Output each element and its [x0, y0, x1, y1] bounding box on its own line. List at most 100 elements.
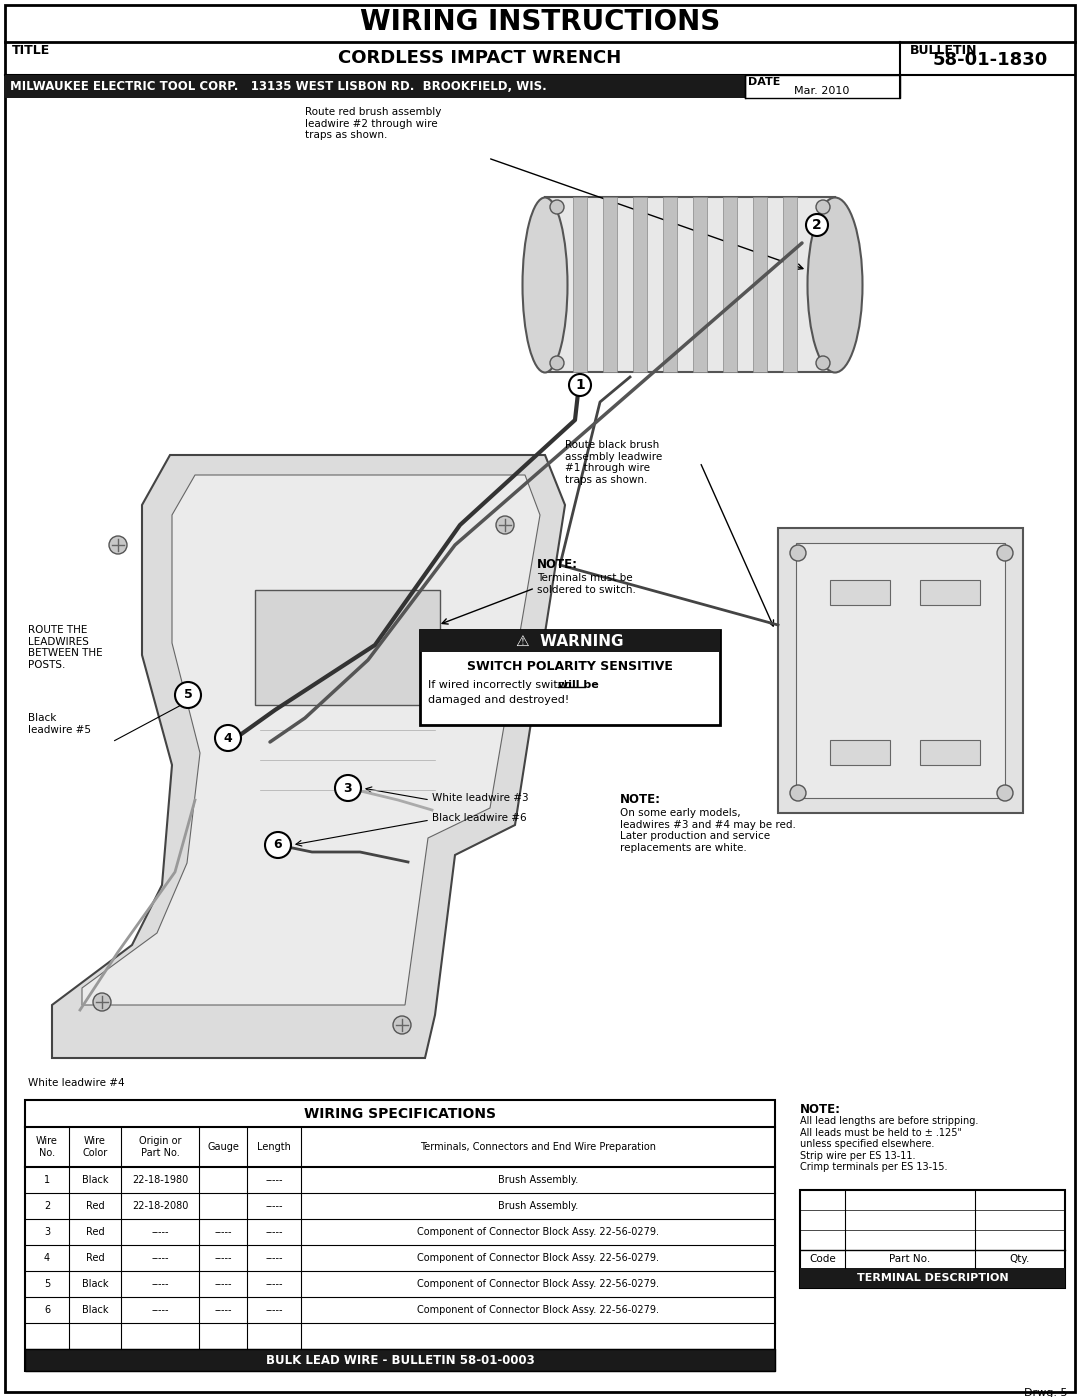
- Ellipse shape: [808, 197, 863, 373]
- Text: Black
leadwire #5: Black leadwire #5: [28, 712, 91, 735]
- Text: -----: -----: [151, 1280, 168, 1289]
- Text: Part No.: Part No.: [889, 1255, 931, 1264]
- Bar: [800, 1268, 1065, 1288]
- Text: Black: Black: [82, 1305, 108, 1315]
- Text: 1: 1: [576, 379, 585, 393]
- Circle shape: [265, 833, 291, 858]
- Text: Route red brush assembly
leadwire #2 through wire
traps as shown.: Route red brush assembly leadwire #2 thr…: [305, 108, 442, 140]
- Text: Origin or
Part No.: Origin or Part No.: [138, 1136, 181, 1158]
- Text: Gauge: Gauge: [207, 1141, 239, 1153]
- Text: Route black brush
assembly leadwire
#1 through wire
traps as shown.: Route black brush assembly leadwire #1 t…: [565, 440, 662, 485]
- Circle shape: [550, 200, 564, 214]
- Bar: [25, 1350, 775, 1370]
- Text: Component of Connector Block Assy. 22-56-0279.: Component of Connector Block Assy. 22-56…: [417, 1305, 659, 1315]
- Bar: [693, 197, 707, 372]
- Text: -----: -----: [214, 1227, 232, 1236]
- Text: Component of Connector Block Assy. 22-56-0279.: Component of Connector Block Assy. 22-56…: [417, 1280, 659, 1289]
- Circle shape: [215, 725, 241, 752]
- Bar: [920, 740, 980, 766]
- Text: Length: Length: [257, 1141, 291, 1153]
- Text: Brush Assembly.: Brush Assembly.: [498, 1175, 578, 1185]
- Bar: [831, 580, 890, 605]
- Text: Terminals, Connectors and End Wire Preparation: Terminals, Connectors and End Wire Prepa…: [420, 1141, 656, 1153]
- Circle shape: [335, 775, 361, 800]
- Text: Component of Connector Block Assy. 22-56-0279.: Component of Connector Block Assy. 22-56…: [417, 1227, 659, 1236]
- Text: On some early models,
leadwires #3 and #4 may be red.
Later production and servi: On some early models, leadwires #3 and #…: [620, 807, 796, 852]
- Text: -----: -----: [214, 1253, 232, 1263]
- Text: 22-18-1980: 22-18-1980: [132, 1175, 188, 1185]
- Bar: [783, 197, 797, 372]
- Bar: [603, 197, 617, 372]
- Text: damaged and destroyed!: damaged and destroyed!: [428, 694, 569, 705]
- Text: Black: Black: [82, 1175, 108, 1185]
- Text: 1: 1: [44, 1175, 50, 1185]
- Bar: [420, 630, 720, 652]
- Text: Terminals must be
soldered to switch.: Terminals must be soldered to switch.: [537, 573, 636, 595]
- Text: will be: will be: [558, 680, 598, 690]
- Text: If wired incorrectly switch: If wired incorrectly switch: [428, 680, 575, 690]
- Circle shape: [175, 682, 201, 708]
- Bar: [753, 197, 767, 372]
- Text: Mar. 2010: Mar. 2010: [794, 87, 850, 96]
- Text: Code: Code: [809, 1255, 836, 1264]
- Circle shape: [569, 374, 591, 395]
- Bar: [573, 197, 588, 372]
- Bar: [255, 590, 440, 705]
- Circle shape: [997, 785, 1013, 800]
- Text: NOTE:: NOTE:: [800, 1104, 841, 1116]
- Text: WIRING INSTRUCTIONS: WIRING INSTRUCTIONS: [360, 8, 720, 36]
- Text: 22-18-2080: 22-18-2080: [132, 1201, 188, 1211]
- Text: MILWAUKEE ELECTRIC TOOL CORP.   13135 WEST LISBON RD.  BROOKFIELD, WIS.: MILWAUKEE ELECTRIC TOOL CORP. 13135 WEST…: [10, 80, 546, 92]
- Text: Red: Red: [85, 1253, 105, 1263]
- Text: -----: -----: [266, 1227, 283, 1236]
- Text: -----: -----: [266, 1280, 283, 1289]
- Text: White leadwire #4: White leadwire #4: [28, 1078, 124, 1088]
- Bar: [633, 197, 647, 372]
- Text: BULK LEAD WIRE - BULLETIN 58-01-0003: BULK LEAD WIRE - BULLETIN 58-01-0003: [266, 1354, 535, 1366]
- Circle shape: [393, 1016, 411, 1034]
- Bar: [420, 630, 720, 725]
- Ellipse shape: [523, 197, 567, 373]
- Circle shape: [789, 545, 806, 562]
- Circle shape: [816, 200, 831, 214]
- Text: -----: -----: [266, 1253, 283, 1263]
- Circle shape: [93, 993, 111, 1011]
- Text: TITLE: TITLE: [12, 43, 51, 57]
- Text: Brush Assembly.: Brush Assembly.: [498, 1201, 578, 1211]
- Text: -----: -----: [151, 1227, 168, 1236]
- Text: -----: -----: [151, 1253, 168, 1263]
- Text: 4: 4: [44, 1253, 50, 1263]
- Bar: [831, 740, 890, 766]
- Text: 5: 5: [184, 689, 192, 701]
- Text: -----: -----: [151, 1305, 168, 1315]
- Bar: [800, 1190, 1065, 1288]
- Bar: [920, 580, 980, 605]
- Text: -----: -----: [266, 1305, 283, 1315]
- Bar: [25, 1099, 775, 1370]
- Text: All lead lengths are before stripping.
All leads must be held to ± .125"
unless : All lead lengths are before stripping. A…: [800, 1116, 978, 1172]
- Text: Red: Red: [85, 1227, 105, 1236]
- Text: CORDLESS IMPACT WRENCH: CORDLESS IMPACT WRENCH: [338, 49, 622, 67]
- Text: 4: 4: [224, 732, 232, 745]
- Text: White leadwire #3: White leadwire #3: [432, 793, 528, 803]
- Text: 2: 2: [812, 218, 822, 232]
- Text: 58-01-1830: 58-01-1830: [932, 52, 1048, 68]
- Text: Wire
No.: Wire No.: [36, 1136, 58, 1158]
- Text: Black: Black: [82, 1280, 108, 1289]
- Text: 5: 5: [44, 1280, 50, 1289]
- Bar: [545, 197, 835, 372]
- Text: Component of Connector Block Assy. 22-56-0279.: Component of Connector Block Assy. 22-56…: [417, 1253, 659, 1263]
- Text: -----: -----: [214, 1280, 232, 1289]
- Bar: [745, 75, 900, 98]
- Text: 3: 3: [343, 781, 352, 795]
- Text: NOTE:: NOTE:: [620, 793, 661, 806]
- Bar: [796, 543, 1005, 798]
- Circle shape: [997, 545, 1013, 562]
- Circle shape: [789, 785, 806, 800]
- Text: Qty.: Qty.: [1010, 1255, 1030, 1264]
- Circle shape: [496, 515, 514, 534]
- Text: -----: -----: [214, 1305, 232, 1315]
- Text: 3: 3: [44, 1227, 50, 1236]
- Text: Wire
Color: Wire Color: [82, 1136, 108, 1158]
- Bar: [723, 197, 737, 372]
